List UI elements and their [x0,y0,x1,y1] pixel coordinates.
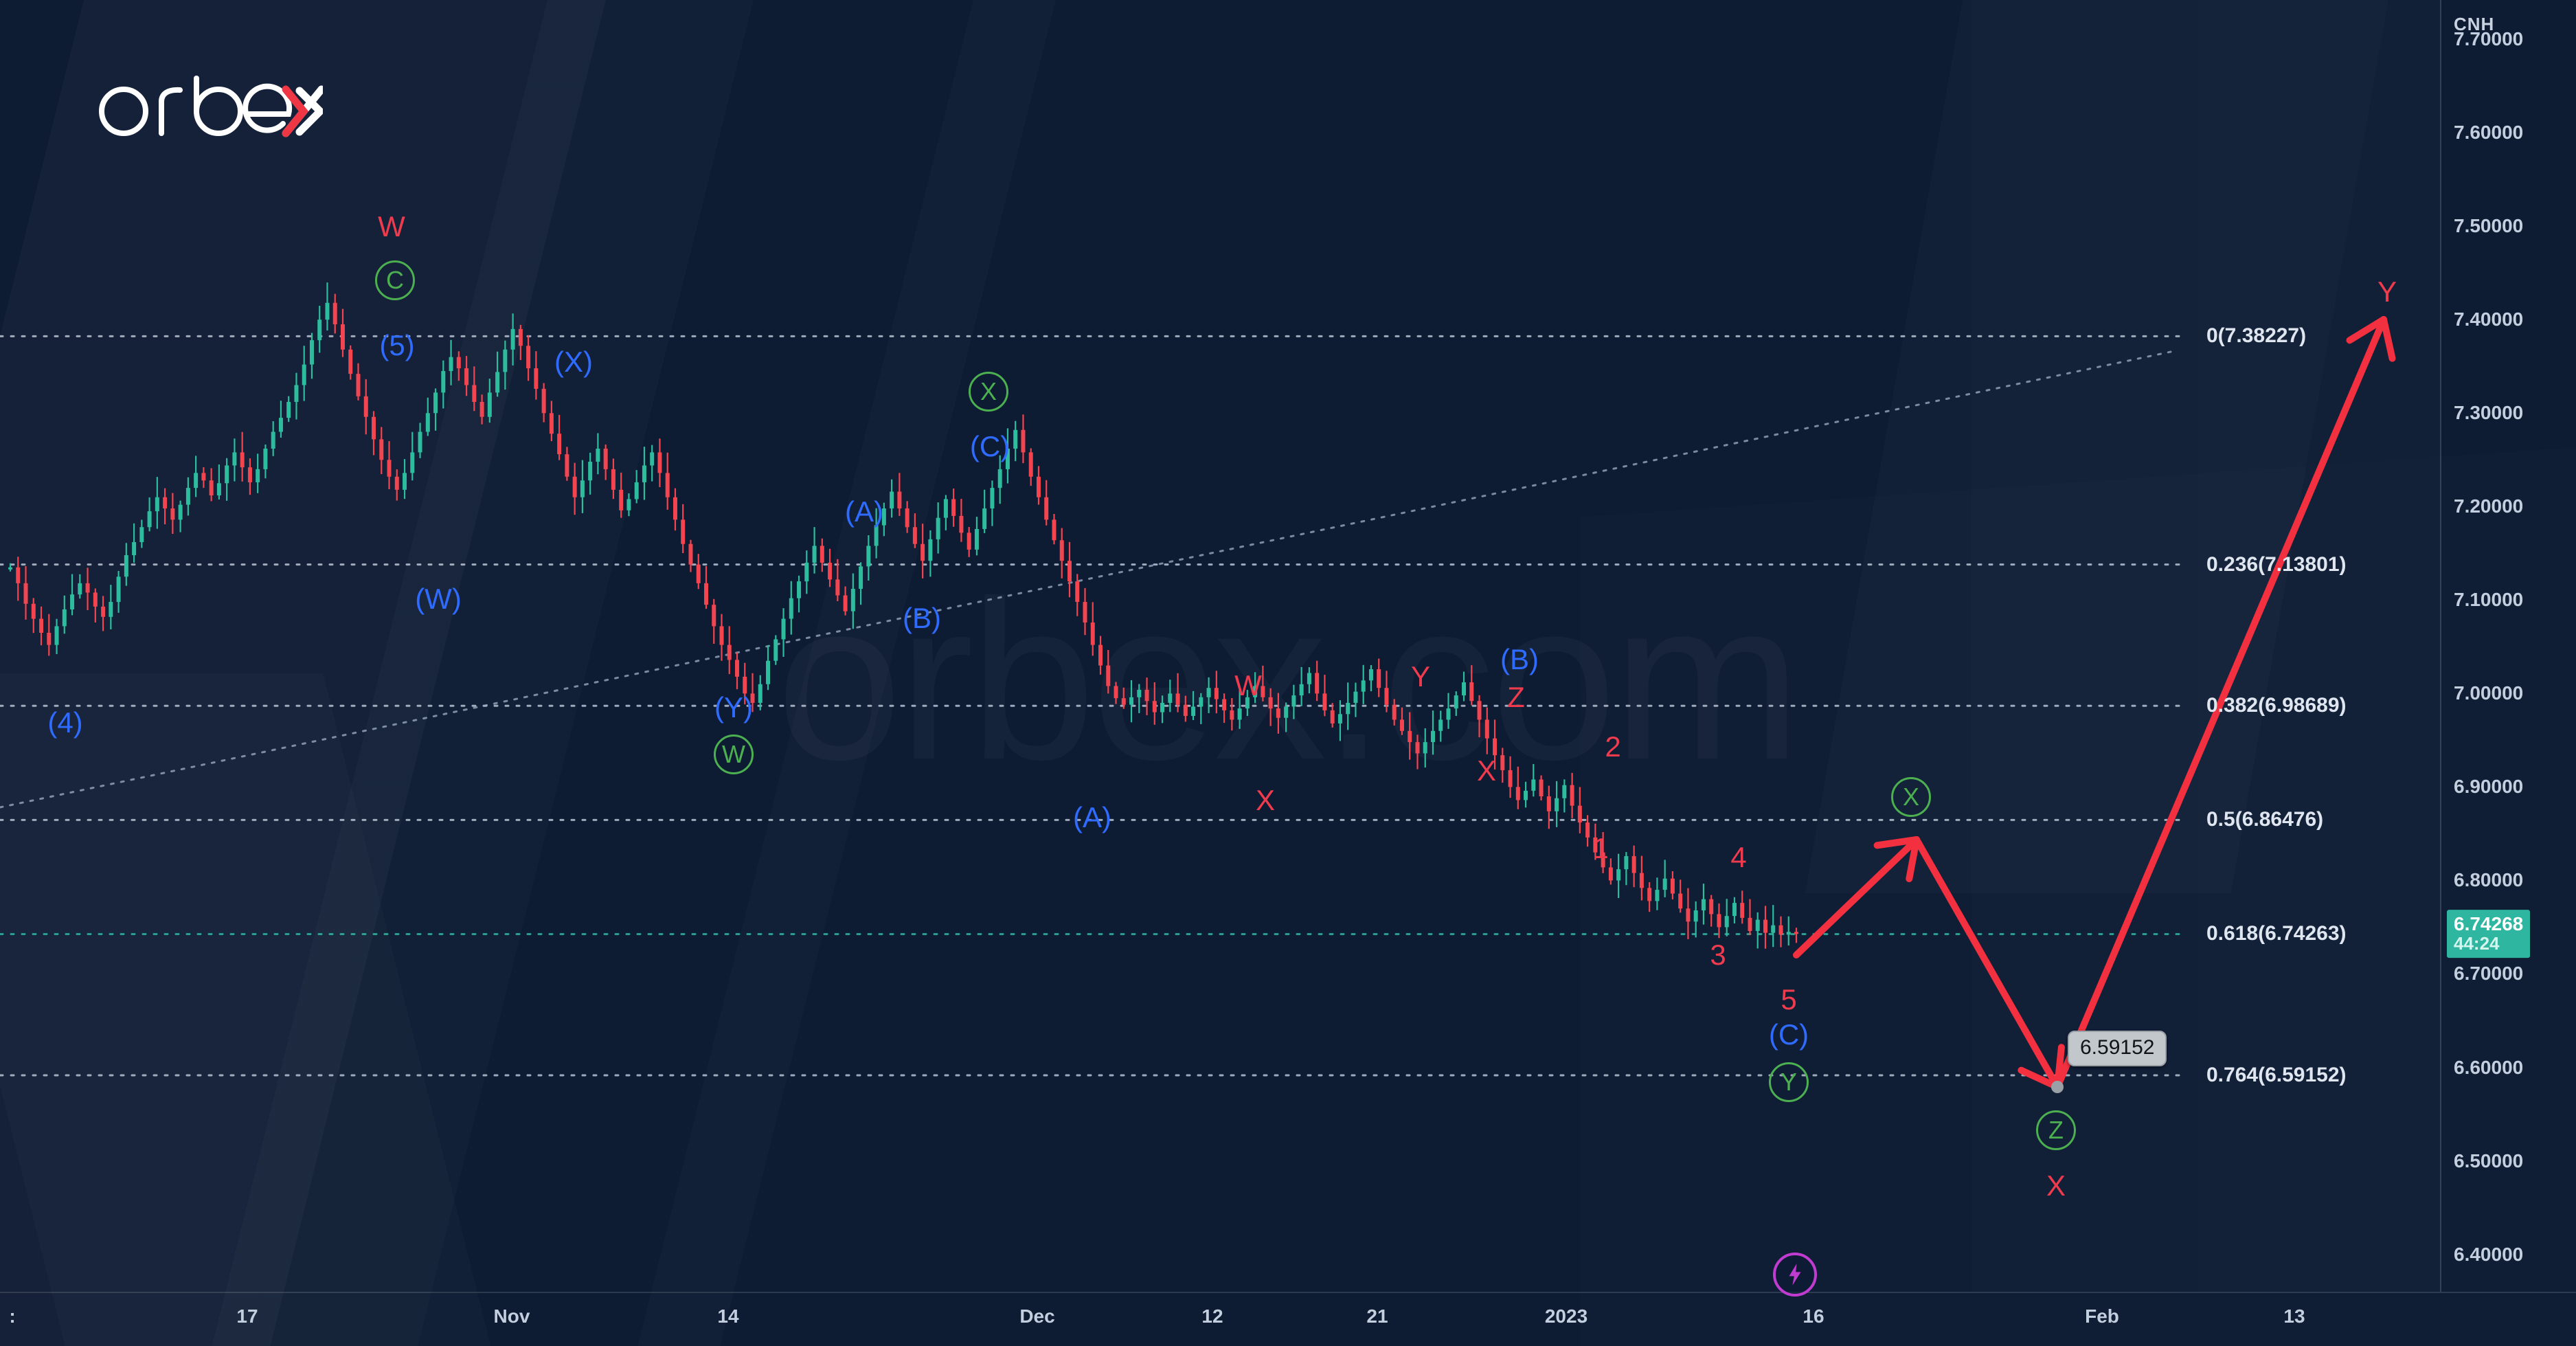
wave-label-4: 4 [1730,841,1747,873]
fib-level-label: 0.236(7.13801) [2206,552,2347,576]
wave-label-3: 3 [1710,939,1726,971]
time-axis[interactable]: 17 Nov 14 Dec 12 21 2023 16 Feb 13: [0,1292,2576,1346]
time-axis-tick: Nov [493,1305,530,1327]
time-axis-tick: 14 [717,1305,739,1327]
wave-label-x: X [2046,1169,2066,1202]
price-axis-tick: 6.40000 [2454,1243,2524,1265]
price-axis[interactable]: CNH 7.70000 7.60000 7.50000 7.40000 7.30000 7… [2440,0,2576,1292]
wave-label-y: (Y) [714,691,753,724]
time-axis-tick: 12 [1201,1305,1223,1327]
price-axis-tick: 7.30000 [2454,402,2524,424]
time-axis-tick: 16 [1803,1305,1824,1327]
time-axis-tick: 17 [236,1305,258,1327]
wave-label-y: Y [1769,1062,1809,1102]
alert-bolt-icon[interactable] [1773,1253,1817,1297]
wave-label-x: X [1891,777,1931,817]
price-axis-tick: 6.90000 [2454,776,2524,798]
price-axis-tick: 7.50000 [2454,215,2524,237]
wave-label-a: (A) [845,495,883,528]
fib-level-label: 0.5(6.86476) [2206,808,2324,831]
wave-label-x: X [1255,784,1276,816]
price-axis-tick: 6.50000 [2454,1149,2524,1171]
price-axis-tick: 6.80000 [2454,869,2524,891]
wave-label-w: (W) [415,583,462,615]
price-axis-tick: 6.60000 [2454,1056,2524,1078]
wave-label-c: (C) [1768,1018,1809,1051]
price-axis-tick: 7.10000 [2454,589,2524,611]
time-axis-tick: Dec [1019,1305,1055,1327]
time-axis-tick: 21 [1366,1305,1388,1327]
wave-label-5: 5 [1781,983,1797,1016]
wave-label-z: Z [2036,1110,2076,1150]
price-axis-tick: 7.60000 [2454,122,2524,144]
wave-label-c: C [375,260,415,300]
wave-label-x: (X) [554,346,593,378]
callout-anchor-dot [2051,1081,2064,1093]
wave-label-4: (4) [47,706,83,739]
orbex-logo [96,76,323,137]
wave-label-1: 1 [1592,832,1609,864]
wave-label-x: X [969,372,1008,412]
time-axis-tick: 13 [2283,1305,2305,1327]
price-axis-tick: 7.70000 [2454,28,2524,50]
projection-arrow [1793,836,1920,958]
wave-label-x: X [1476,754,1497,787]
time-axis-tick: Feb [2085,1305,2119,1327]
fib-level-label: 0(7.38227) [2206,324,2307,348]
wave-label-a: (A) [1073,801,1111,833]
wave-label-y: Y [2377,276,2397,308]
fib-level-label: 0.764(6.59152) [2206,1064,2347,1087]
price-callout: 6.59152 [2068,1031,2167,1066]
price-axis-tick: 7.20000 [2454,495,2524,517]
fib-level-label: 0.382(6.98689) [2206,694,2347,717]
time-axis-tick: : [9,1305,16,1327]
current-price-badge: 6.74268 44:24 [2447,910,2531,958]
price-axis-tick: 6.70000 [2454,963,2524,985]
wave-label-2: 2 [1605,730,1621,763]
price-axis-tick: 7.40000 [2454,309,2524,330]
wave-label-w: W [714,734,754,774]
wave-label-w: W [378,210,405,243]
projection-arrow [2054,316,2396,1090]
price-axis-title: CNH [2454,14,2495,34]
price-axis-tick: 7.00000 [2454,682,2524,704]
wave-label-c: (C) [969,430,1010,462]
wave-label-b: (B) [903,602,941,634]
chart-plot-area[interactable] [0,0,2440,1292]
wave-label-z: Z [1507,681,1525,713]
time-axis-tick: 2023 [1544,1305,1588,1327]
wave-label-b: (B) [1500,643,1539,675]
wave-label-y: Y [1410,660,1431,693]
wave-label-w: W [1234,669,1262,702]
current-price-value: 6.74268 [2454,913,2524,935]
bar-countdown: 44:24 [2454,932,2500,954]
fib-level-label: 0.618(6.74263) [2206,922,2347,945]
wave-label-5: (5) [379,329,415,361]
